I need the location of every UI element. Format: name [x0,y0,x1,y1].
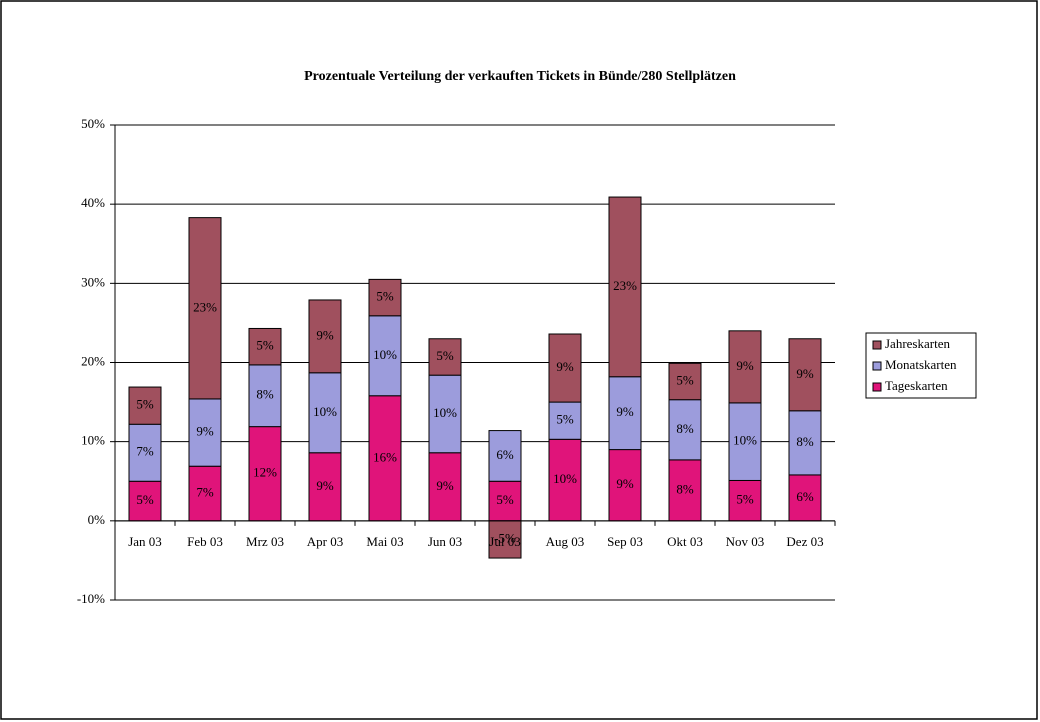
bar-segment [128,480,162,522]
bar-segment [248,327,282,366]
data-label: 5% [376,289,394,304]
data-label: 5% [436,348,454,363]
bar-segment [368,315,402,397]
bar-segment [428,374,462,454]
data-label: 9% [196,424,214,439]
y-tick-label: 0% [88,512,106,527]
data-label: 7% [136,444,154,459]
data-label: 6% [796,489,814,504]
data-label: 12% [253,465,277,480]
bar-segment [428,452,462,522]
data-label: 23% [193,299,217,314]
x-tick-label: Feb 03 [187,534,223,549]
bar-segment [788,410,822,476]
data-label: 23% [613,278,637,293]
bar-segment [128,386,162,425]
x-tick-label: Jul 03 [489,534,520,549]
bar-segment [548,401,582,440]
data-label: 8% [676,421,694,436]
bar-segment [248,426,282,522]
bar-segment [728,402,762,481]
x-tick-label: Mrz 03 [246,534,284,549]
data-label: 9% [556,359,574,374]
bar-segment [368,278,402,317]
legend-label: Monatskarten [885,357,957,372]
x-tick-label: Nov 03 [726,534,765,549]
y-tick-label: -10% [77,591,105,606]
bar-segment [248,364,282,428]
data-label: 10% [733,433,757,448]
bar-segment [128,423,162,482]
bar-segment [548,333,582,403]
bar-segment [308,299,342,374]
legend-swatch [872,340,882,350]
bar-segment [668,399,702,461]
data-label: 8% [676,481,694,496]
bar-segment [308,452,342,522]
data-label: 5% [676,372,694,387]
bar-segment [428,338,462,376]
x-tick-label: Dez 03 [786,534,823,549]
data-label: 5% [496,492,514,507]
legend-swatch [872,382,882,392]
data-label: 5% [736,492,754,507]
y-tick-label: 10% [81,433,105,448]
data-label: 8% [796,434,814,449]
data-label: 7% [196,485,214,500]
data-label: 5% [136,397,154,412]
bar-segment [488,430,522,482]
data-label: 6% [496,447,514,462]
legend-swatch [872,361,882,371]
data-label: 9% [316,478,334,493]
bar-segment [308,372,342,454]
data-label: 10% [433,405,457,420]
bar-segment [788,474,822,522]
legend-label: Jahreskarten [885,336,950,351]
data-label: 9% [616,404,634,419]
x-tick-label: Apr 03 [307,534,343,549]
data-label: 5% [256,338,274,353]
bar-segment [608,376,642,451]
x-tick-label: Jan 03 [128,534,162,549]
chart-title: Prozentuale Verteilung der verkauften Ti… [304,69,736,84]
y-tick-label: 20% [81,353,105,368]
data-label: -5% [494,530,516,545]
data-label: 10% [313,404,337,419]
data-label: 9% [436,478,454,493]
x-tick-label: Sep 03 [607,534,643,549]
data-label: 5% [556,412,574,427]
y-tick-label: 50% [81,116,105,131]
data-label: 5% [136,492,154,507]
data-label: 9% [736,358,754,373]
bar-segment [548,438,582,522]
bar-segment [488,520,522,559]
bar-segment [728,330,762,404]
data-label: 9% [616,476,634,491]
x-tick-label: Jun 03 [428,534,462,549]
x-tick-label: Aug 03 [546,534,585,549]
bar-segment [608,196,642,378]
bar-segment [488,480,522,522]
bar-segment [668,362,702,401]
bar-segment [608,449,642,522]
y-tick-label: 30% [81,274,105,289]
bar-segment [788,338,822,412]
data-label: 16% [373,449,397,464]
data-label: 10% [373,347,397,362]
legend-label: Tageskarten [885,378,948,393]
bar-segment [728,479,762,522]
bar-segment [188,217,222,400]
x-tick-label: Mai 03 [366,534,403,549]
data-label: 8% [256,387,274,402]
y-tick-label: 40% [81,195,105,210]
data-label: 9% [796,366,814,381]
bar-segment [368,395,402,522]
x-tick-label: Okt 03 [667,534,703,549]
data-label: 10% [553,471,577,486]
legend-box [865,332,977,399]
data-label: 9% [316,327,334,342]
